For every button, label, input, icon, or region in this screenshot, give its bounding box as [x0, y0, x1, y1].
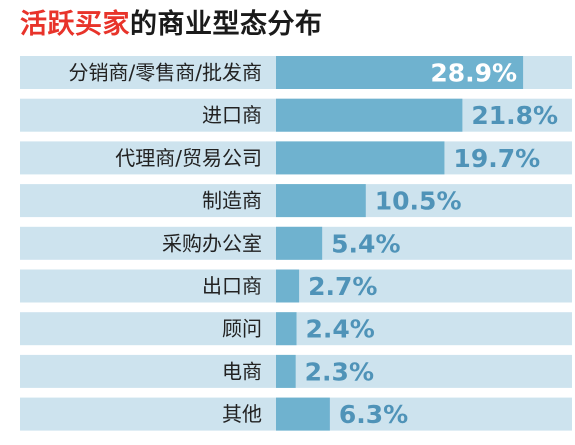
value-label: 6.3% [339, 400, 408, 429]
bar [276, 56, 524, 89]
value-label: 2.3% [305, 357, 374, 386]
value-label: 10.5% [375, 187, 462, 216]
bar [276, 397, 330, 431]
category-label: 电商 [222, 359, 262, 383]
bar-track [20, 354, 572, 388]
bar [276, 184, 366, 218]
value-label: 28.9% [430, 59, 517, 88]
chart-title-rest: 的商业型态分布 [130, 9, 323, 40]
value-label: 21.8% [471, 101, 558, 130]
chart-title: 活跃买家的商业型态分布 [20, 8, 323, 42]
bar [276, 141, 445, 175]
bar [276, 269, 300, 303]
category-label: 其他 [222, 402, 262, 426]
value-label: 5.4% [331, 229, 400, 258]
category-label: 出口商 [202, 274, 262, 298]
category-label: 采购办公室 [162, 231, 262, 255]
chart-title-highlight: 活跃买家 [20, 9, 130, 40]
category-label: 制造商 [202, 189, 262, 213]
bar [276, 354, 296, 388]
bar [276, 98, 463, 132]
category-label: 进口商 [202, 103, 262, 127]
category-label: 分销商/零售商/批发商 [69, 61, 262, 85]
value-label: 2.4% [306, 315, 375, 344]
bar [276, 312, 297, 346]
category-label: 代理商/贸易公司 [115, 146, 262, 170]
bar [276, 226, 323, 260]
category-label: 顾问 [222, 317, 262, 341]
value-label: 19.7% [453, 144, 540, 173]
value-label: 2.7% [308, 272, 377, 301]
